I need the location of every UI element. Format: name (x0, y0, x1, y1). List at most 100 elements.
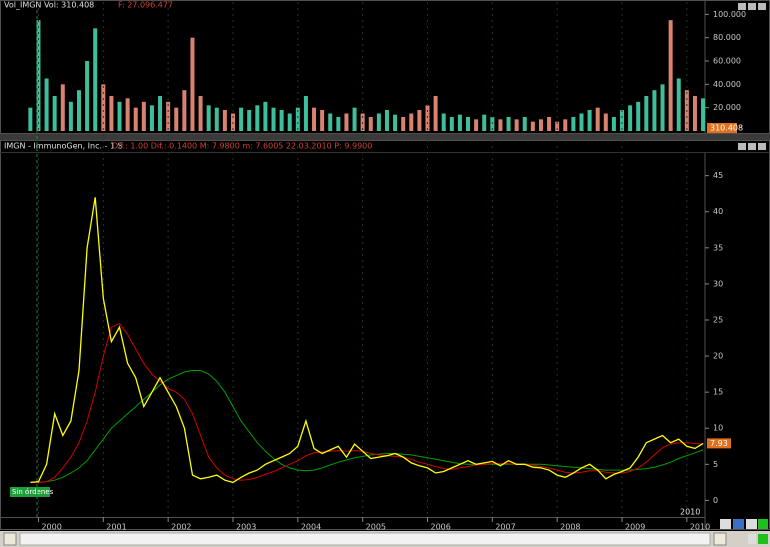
price-line (30, 197, 704, 484)
volume-bar (652, 90, 657, 131)
y-tick-label: 20.000 (713, 103, 741, 112)
volume-bar (328, 113, 333, 131)
volume-bar (158, 96, 163, 131)
last-price-box (707, 438, 731, 449)
last-value-label: 310.408 (710, 124, 743, 133)
volume-bar (287, 113, 292, 131)
orders-label: Sin órdenes (12, 488, 54, 496)
toolbar-button[interactable] (746, 519, 757, 529)
price-subtitle: Dif.: 1.00 Dif.: 0.1400 M: 7.9800 m: 7.6… (112, 142, 372, 151)
volume-bar (44, 78, 49, 131)
price-title: IMGN - ImmunoGen, Inc. - 1 S (4, 142, 123, 151)
volume-bar (141, 101, 146, 131)
volume-bar (239, 107, 244, 131)
volume-bar (320, 110, 325, 131)
toolbar-button[interactable] (720, 519, 731, 529)
minimize-button[interactable] (738, 3, 746, 10)
volume-bar (466, 117, 471, 131)
volume-bar (312, 107, 317, 131)
volume-bar (636, 101, 641, 131)
volume-bar (76, 90, 81, 131)
y-tick-label: 40 (713, 207, 723, 216)
volume-bar (579, 113, 584, 131)
volume-bar (482, 114, 487, 131)
volume-bar (474, 119, 479, 131)
close-button[interactable] (758, 3, 766, 10)
y-tick-label: 5 (713, 460, 718, 469)
maximize-button[interactable] (748, 3, 756, 10)
volume-bar (563, 119, 568, 131)
status-button[interactable] (758, 534, 768, 544)
volume-bar (668, 20, 673, 132)
volume-bar (214, 107, 219, 131)
volume-title: Vol_IMGN Vol: 310.408 (4, 1, 94, 10)
x-tick-label: 2007 (495, 523, 515, 532)
volume-bar (295, 107, 300, 131)
volume-bar (376, 113, 381, 131)
x-tick-label: 2001 (106, 523, 126, 532)
volume-bar (133, 107, 138, 131)
volume-bar (506, 117, 511, 131)
y-tick-label: 35 (713, 243, 723, 252)
y-tick-label: 20 (713, 352, 723, 361)
volume-bar (571, 117, 576, 131)
volume-bar (417, 110, 422, 131)
window-buttons (738, 3, 766, 150)
last-value-box (707, 123, 737, 133)
volume-bar (409, 113, 414, 131)
status-button[interactable] (758, 519, 768, 529)
volume-bar (522, 117, 527, 131)
volume-bar (628, 105, 633, 131)
volume-bar (603, 113, 608, 131)
volume-bar (190, 37, 195, 131)
period-label: 2010 (680, 508, 700, 517)
volume-bar (555, 121, 560, 131)
splitter[interactable] (0, 134, 770, 140)
volume-bar (449, 117, 454, 131)
volume-bar (433, 96, 438, 131)
volume-bar (149, 105, 154, 131)
x-tick-label: 2009 (625, 523, 645, 532)
scroll-left[interactable] (3, 532, 17, 546)
volume-bar (457, 114, 462, 131)
x-tick-label: 2004 (301, 523, 321, 532)
volume-bar (52, 96, 57, 131)
scroll-right[interactable] (713, 532, 727, 546)
volume-bar (303, 96, 308, 131)
y-tick-label: 10 (713, 424, 723, 433)
volume-bar (28, 107, 33, 131)
y-tick-label: 15 (713, 388, 723, 397)
scroll-thumb[interactable] (19, 532, 711, 546)
x-tick-label: 2010 (690, 523, 710, 532)
volume-bar (125, 98, 130, 131)
volume-bar (514, 119, 519, 131)
volume-bar (198, 96, 203, 131)
volume-bar (547, 117, 552, 131)
x-tick-label: 2000 (41, 523, 61, 532)
y-tick-label: 80.000 (713, 33, 741, 42)
volume-bar (85, 61, 90, 131)
volume-bar (101, 84, 106, 131)
y-tick-label: 45 (713, 171, 723, 180)
toolbar-button[interactable] (748, 534, 756, 544)
y-tick-label: 100.000 (713, 10, 746, 19)
save-button[interactable] (733, 519, 744, 529)
orders-badge (10, 487, 50, 497)
volume-bar (206, 105, 211, 131)
volume-bar (279, 110, 284, 131)
volume-bar (344, 113, 349, 131)
volume-bar (60, 84, 65, 131)
close-button[interactable] (758, 143, 766, 150)
price-line (30, 322, 704, 483)
volume-bar (263, 101, 268, 131)
volume-bar (595, 107, 600, 131)
maximize-button[interactable] (748, 143, 756, 150)
y-tick-label: 25 (713, 315, 723, 324)
y-tick-label: 60.000 (713, 57, 741, 66)
volume-bar (68, 101, 73, 131)
volume-bar (182, 90, 187, 131)
minimize-button[interactable] (738, 143, 746, 150)
volume-bar (660, 84, 665, 131)
volume-bar (368, 117, 373, 131)
